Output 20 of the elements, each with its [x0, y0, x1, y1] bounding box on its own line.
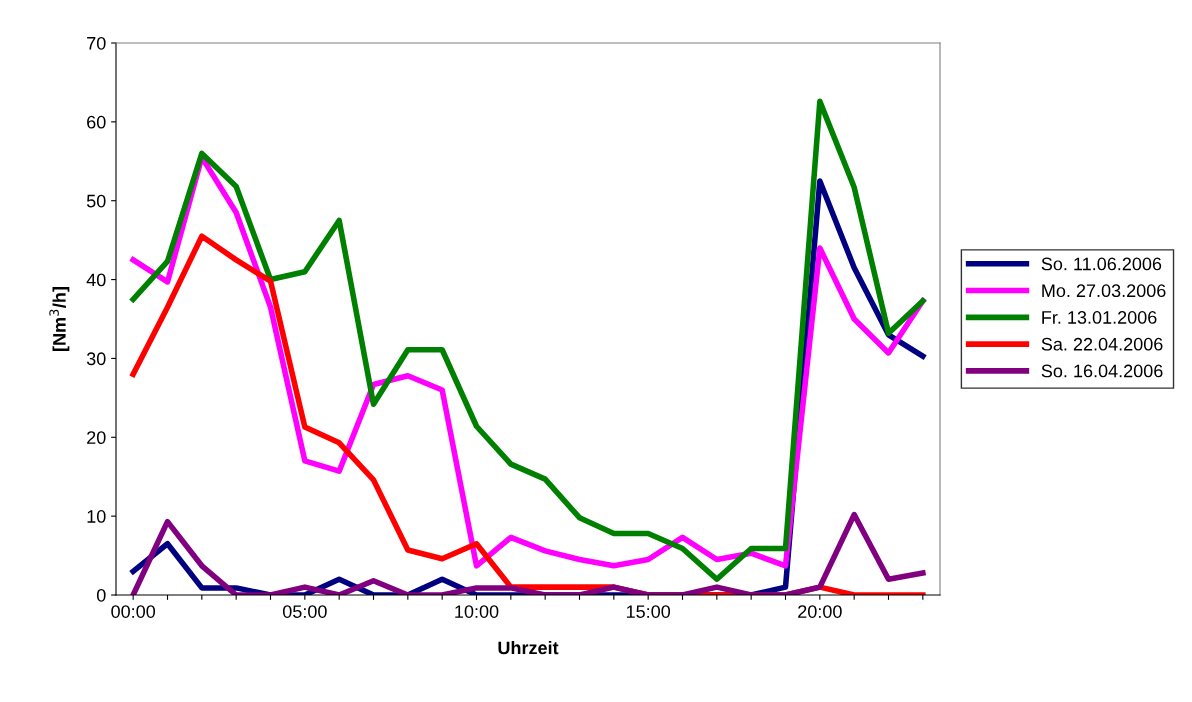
legend-label: So. 16.04.2006: [1041, 364, 1163, 378]
legend-label: Sa. 22.04.2006: [1041, 337, 1163, 351]
y-tick-label: 70: [87, 36, 106, 50]
x-tick-label: 00:00: [111, 605, 156, 618]
legend-label: Fr. 13.01.2006: [1042, 311, 1157, 324]
y-tick-label: 10: [87, 510, 106, 523]
x-tick-label: 10:00: [455, 605, 499, 618]
y-tick-label: 40: [86, 273, 106, 287]
x-tick-label: 20:00: [798, 605, 842, 618]
legend-label: So. 11.06.2006: [1041, 257, 1162, 271]
legend-label: Mo. 27.03.2006: [1042, 284, 1166, 298]
x-axis-title: Uhrzeit: [498, 641, 559, 655]
y-tick-label: 20: [87, 431, 106, 445]
y-tick-label: 30: [86, 352, 106, 366]
y-tick-label: 0: [96, 588, 106, 602]
y-tick-label: 50: [86, 194, 106, 208]
x-tick-label: 05:00: [282, 605, 327, 618]
y-axis-title: [Nm$^{3}$/h]: [49, 287, 70, 351]
y-tick-label: 60: [87, 115, 106, 129]
x-tick-label: 15:00: [626, 605, 671, 618]
